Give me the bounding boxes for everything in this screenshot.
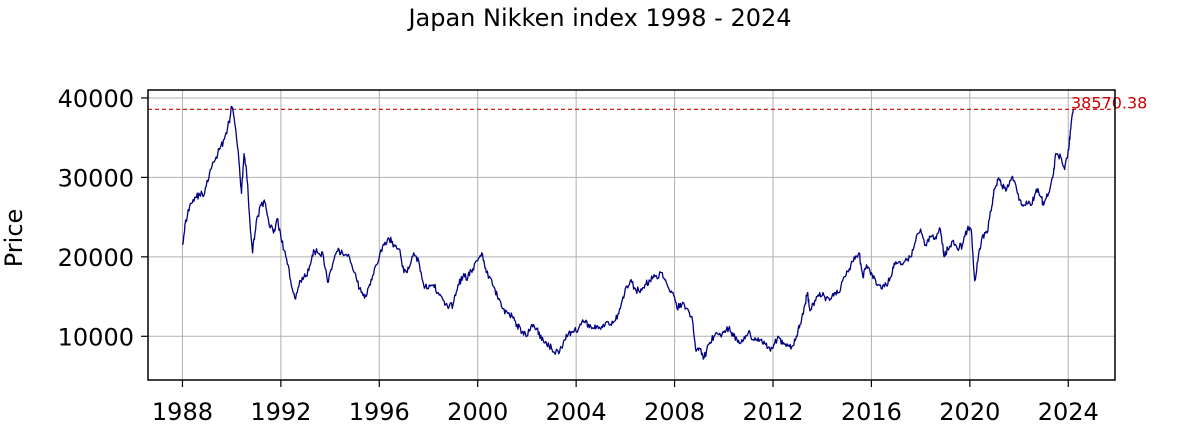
x-tick-label: 1996 (349, 398, 410, 426)
plot-frame (147, 89, 1116, 381)
x-tick-label: 2004 (546, 398, 607, 426)
y-axis-label: Price (0, 209, 28, 268)
axis-ticks: 1988 1992 1996 2000 2004 2008 2012 2016 2020 2024… (58, 85, 1099, 426)
x-tick-label: 1988 (152, 398, 213, 426)
series-line (181, 105, 1074, 360)
y-tick-label: 20000 (58, 244, 134, 272)
x-tick-label: 2016 (841, 398, 902, 426)
x-tick-label: 2024 (1038, 398, 1099, 426)
x-tick-label: 1992 (250, 398, 311, 426)
x-tick-label: 2000 (447, 398, 508, 426)
y-tick-label: 40000 (58, 85, 134, 113)
y-tick-label: 10000 (58, 323, 134, 351)
x-tick-label: 2008 (644, 398, 705, 426)
reference-line-label: 38570.38 (1071, 93, 1147, 112)
grid (148, 90, 1115, 380)
x-tick-label: 2020 (939, 398, 1000, 426)
series-group (181, 105, 1074, 360)
y-tick-label: 30000 (58, 164, 134, 192)
reference-line-group: 38570.38 (148, 93, 1147, 112)
x-tick-label: 2012 (742, 398, 803, 426)
chart-title: Japan Nikken index 1998 - 2024 (408, 4, 792, 32)
